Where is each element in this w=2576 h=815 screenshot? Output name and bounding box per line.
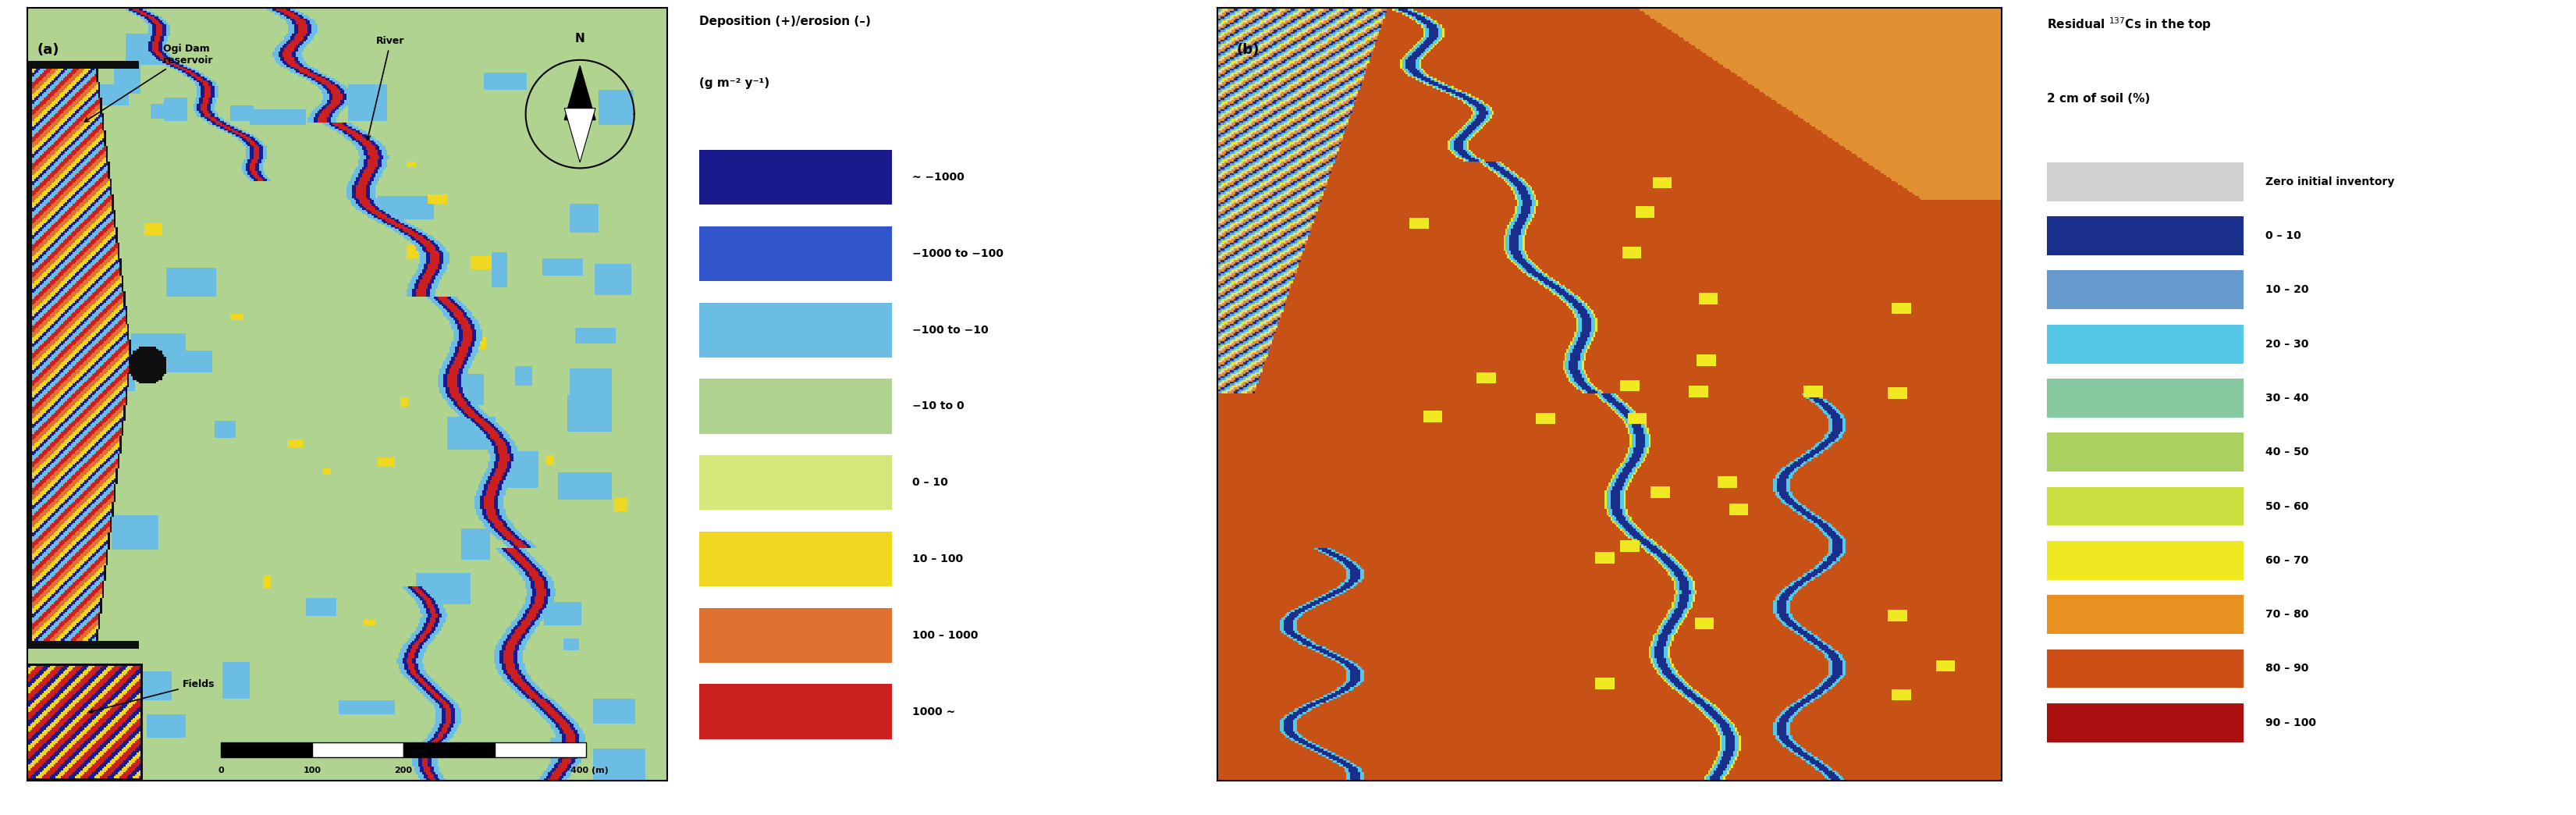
Bar	[698, 150, 891, 205]
Bar	[698, 455, 891, 510]
Bar	[2048, 433, 2244, 472]
Text: (b): (b)	[1236, 42, 1260, 56]
Bar	[2048, 541, 2244, 579]
Text: 50 – 60: 50 – 60	[2264, 501, 2308, 512]
Bar	[698, 302, 891, 358]
Text: 90 – 100: 90 – 100	[2264, 717, 2316, 728]
Text: −10 to 0: −10 to 0	[912, 401, 963, 412]
Text: 2 cm of soil (%): 2 cm of soil (%)	[2048, 93, 2151, 104]
Text: Deposition (+)/erosion (–): Deposition (+)/erosion (–)	[698, 15, 871, 27]
Text: 30 – 40: 30 – 40	[2264, 393, 2308, 403]
Bar	[2048, 162, 2244, 201]
Text: −100 to −10: −100 to −10	[912, 324, 989, 336]
Text: 0 – 10: 0 – 10	[912, 477, 948, 488]
Bar	[2048, 216, 2244, 255]
Text: Ogi Dam
reservoir: Ogi Dam reservoir	[85, 44, 214, 121]
Text: 0 – 10: 0 – 10	[2264, 231, 2300, 241]
Text: N: N	[574, 33, 585, 45]
Bar	[2048, 271, 2244, 310]
Bar	[2048, 595, 2244, 634]
Text: Fields: Fields	[90, 679, 214, 713]
Text: 40 – 50: 40 – 50	[2264, 447, 2308, 458]
Text: 10 – 20: 10 – 20	[2264, 284, 2308, 295]
Text: −1000 to −100: −1000 to −100	[912, 249, 1005, 259]
Text: 20 – 30: 20 – 30	[2264, 338, 2308, 350]
Text: 0: 0	[219, 767, 224, 774]
Text: 1000 ~: 1000 ~	[912, 706, 956, 717]
Text: Residual $^{137}$Cs in the top: Residual $^{137}$Cs in the top	[2048, 15, 2210, 33]
Text: 70 – 80: 70 – 80	[2264, 609, 2308, 620]
Bar	[698, 531, 891, 587]
Text: River: River	[366, 37, 404, 139]
Bar	[495, 742, 585, 757]
Bar	[698, 608, 891, 663]
Bar	[2048, 487, 2244, 526]
Text: 400 (m): 400 (m)	[572, 767, 608, 774]
Text: 100: 100	[304, 767, 322, 774]
Text: (g m⁻² y⁻¹): (g m⁻² y⁻¹)	[698, 77, 770, 89]
Bar	[698, 227, 891, 281]
Text: 10 – 100: 10 – 100	[912, 553, 963, 565]
Text: 200: 200	[394, 767, 412, 774]
Bar	[2048, 324, 2244, 363]
Bar	[2048, 379, 2244, 417]
Bar	[222, 742, 312, 757]
Polygon shape	[564, 66, 595, 120]
Bar	[404, 742, 495, 757]
Bar	[312, 742, 404, 757]
Bar	[2048, 649, 2244, 688]
Text: 100 – 1000: 100 – 1000	[912, 630, 979, 641]
Bar	[698, 379, 891, 434]
Polygon shape	[564, 108, 595, 162]
Text: ~ −1000: ~ −1000	[912, 172, 963, 183]
Bar	[2048, 703, 2244, 742]
Text: Zero initial inventory: Zero initial inventory	[2264, 176, 2396, 187]
Text: 60 – 70: 60 – 70	[2264, 555, 2308, 566]
Text: 80 – 90: 80 – 90	[2264, 663, 2308, 674]
Bar	[698, 684, 891, 739]
Text: (a): (a)	[36, 42, 59, 56]
